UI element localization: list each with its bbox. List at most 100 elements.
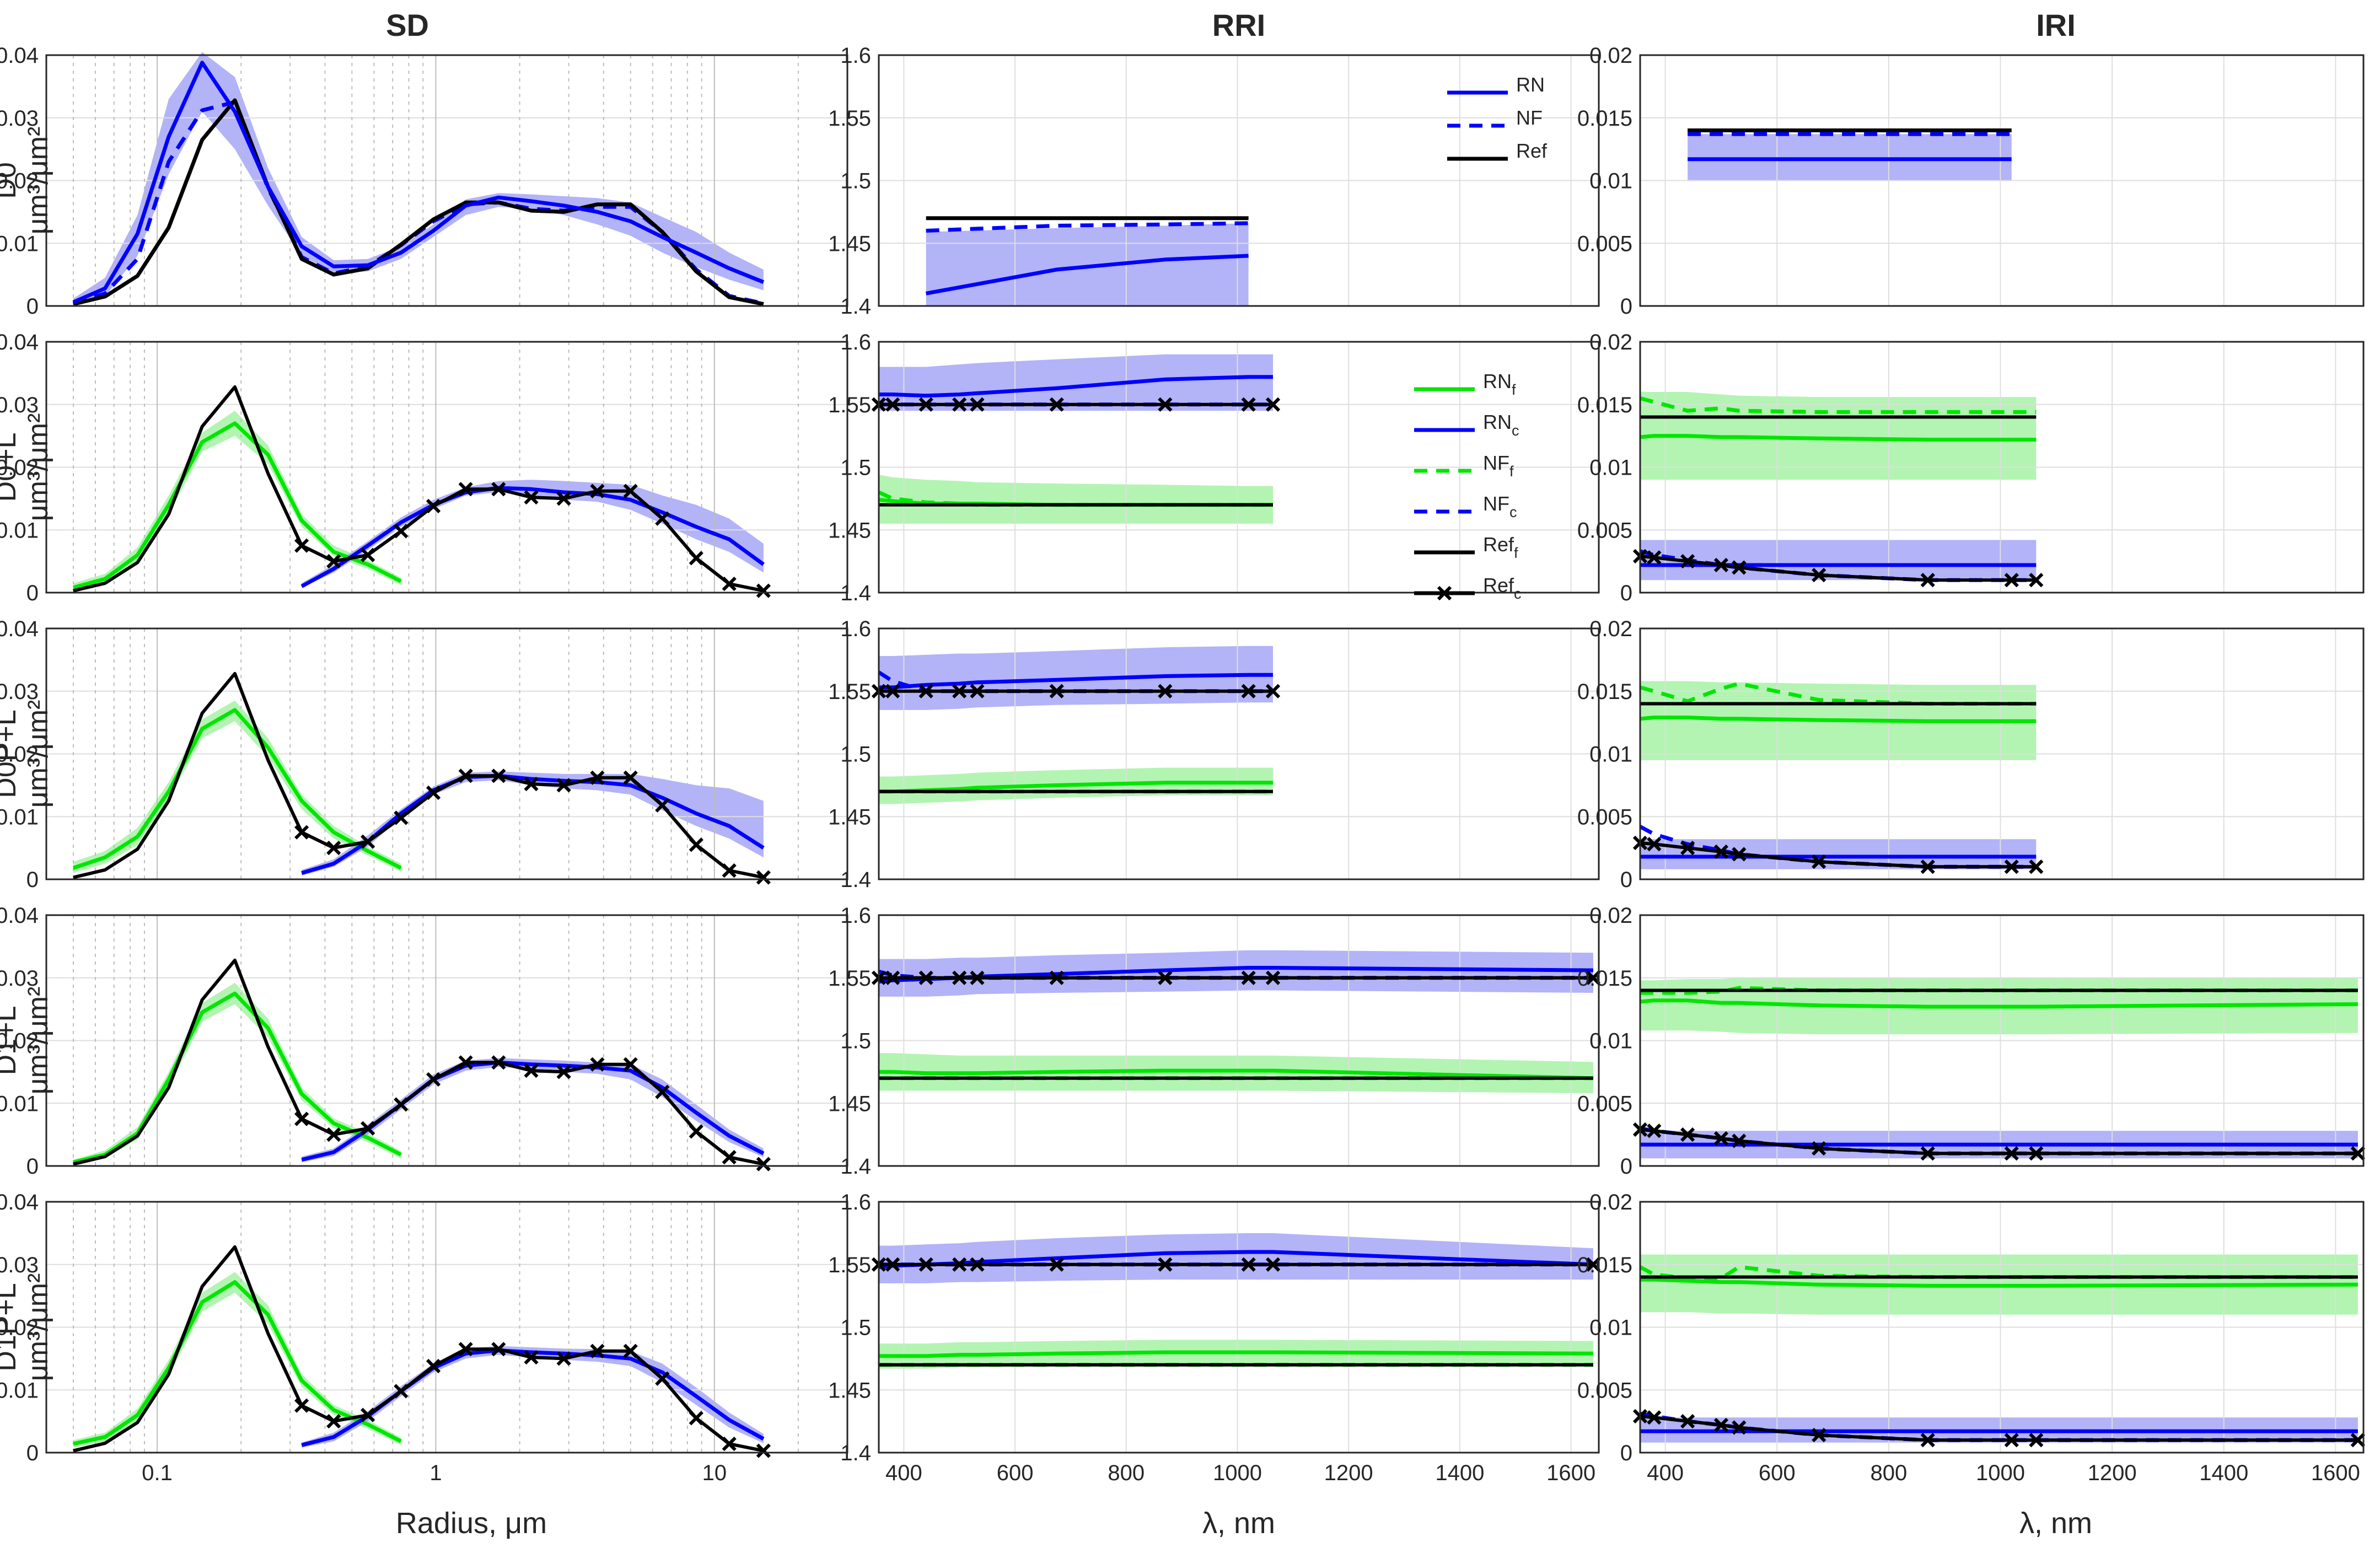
iri-row2-ref-coarse-marker [1647, 837, 1662, 852]
rri-row3-ref-coarse-markers [871, 970, 1601, 985]
iri-row2-nf-coarse-line [1639, 825, 2037, 869]
rri-row4-ytick: 1.5 [840, 1316, 871, 1340]
sd-row4-ref-coarse-marker [360, 1407, 375, 1422]
sd-row3-ytick: 0.01 [0, 1092, 39, 1116]
rri-row3-ref-coarse-marker [1241, 970, 1256, 985]
rri-row1-ref-coarse-marker [1049, 397, 1064, 412]
sd-row2-ref-coarse-marker [426, 785, 441, 800]
legend-d0: RN NF Ref [1447, 73, 1548, 162]
iri-row3-ref-coarse-marker [1812, 1141, 1826, 1156]
rri-row1-frame [878, 341, 1600, 594]
sd-row3-ref-coarse-marker [426, 1072, 441, 1087]
sd-row3-frame [45, 914, 848, 1167]
iri-row3-ytick: 0.01 [1589, 1029, 1632, 1054]
legend-modes-label: NFc [1483, 492, 1517, 520]
iri-row4-ref-coarse-marker [1732, 1420, 1747, 1435]
sd-row4-ref-coarse-marker [491, 1342, 506, 1357]
sd-row1-ref-coarse-marker [326, 554, 341, 569]
rri-row4-ref-coarse-marker [918, 1257, 933, 1272]
iri-row4-ref-coarse-marker [2004, 1433, 2019, 1448]
sd-row2-ref-coarse-marker [689, 837, 703, 852]
sd-row3-ref-coarse-marker [590, 1057, 605, 1072]
sd-row1-ref-coarse-marker [556, 491, 571, 506]
iri-row4-ytick: 0 [1620, 1441, 1632, 1465]
iri-row3-ytick: 0.015 [1577, 966, 1632, 991]
row-label-3: D1+L μm³/μm² [0, 987, 54, 1095]
sd-row4-coarse-band [302, 1346, 764, 1448]
sd-row3-ref-coarse-marker [623, 1057, 638, 1072]
rri-row0-ytick: 1.5 [840, 169, 871, 194]
row-label-1: D0+L μm³/μm² [0, 413, 54, 522]
rri-row4-xtick: 600 [997, 1461, 1034, 1485]
rri-row2-ref-coarse-marker [952, 684, 967, 698]
iri-row4-ytick: 0.015 [1577, 1253, 1632, 1277]
iri-row4-ref-coarse-marker [1647, 1410, 1662, 1425]
iri-row2-frame [1639, 627, 2365, 880]
sd-row0-ytick: 0.02 [0, 169, 39, 194]
sd-ylabel: μm³/μm² [22, 127, 54, 235]
iri-row2-ref-coarse-marker [1713, 844, 1729, 859]
rri-row3-ytick: 1.6 [840, 904, 871, 928]
sd-row4-ref-coarse-marker [590, 1343, 605, 1358]
iri-row1-rn-fine-line [1640, 434, 2037, 442]
rri-row2-frame [878, 627, 1600, 880]
iri-row0-ytick: 0 [1620, 294, 1632, 319]
iri-row0-ytick: 0.005 [1577, 232, 1632, 256]
row-label-text: D1P+L [0, 1283, 22, 1371]
sd-row1-ref-coarse-marker [491, 482, 506, 497]
rri-row1-ytick: 1.4 [840, 581, 871, 605]
rri-row4-ytick: 1.45 [828, 1378, 871, 1402]
iri-row1-ref-coarse-markers [1632, 549, 2044, 588]
iri-row4-ref-coarse-marker [1812, 1428, 1826, 1443]
rri-row3-ytick: 1.45 [828, 1092, 871, 1116]
rri-row0-nf-line [926, 221, 1249, 233]
sd-row4-ref-coarse-marker [556, 1351, 571, 1366]
sd-row4-ytick: 0.03 [0, 1253, 39, 1277]
iri-row1-ref-coarse-marker [1812, 568, 1826, 583]
iri-row1-frame [1639, 341, 2365, 594]
rri-row0-rn-line [926, 254, 1249, 295]
sd-row1-ref-coarse-marker [689, 551, 703, 566]
sd-row0-ytick: 0.03 [0, 106, 39, 131]
rri-row3-coarse-band [879, 950, 1593, 997]
sd-row1-frame [45, 341, 848, 594]
sd-row2-ref-coarse-marker [655, 798, 670, 813]
legend-d0-label: RN [1516, 73, 1545, 96]
sd-row2-ref-coarse-marker [360, 834, 375, 849]
iri-row0-frame [1639, 54, 2365, 307]
sd-row2-ytick: 0.01 [0, 805, 39, 829]
rri-row2-ref-coarse-marker [1158, 684, 1173, 698]
row-label-text: D0+L [0, 433, 22, 502]
iri-row3-ref-coarse-marker [2350, 1146, 2365, 1161]
sd-row0-rn-band [73, 52, 764, 305]
rri-row3-ref-coarse-marker [970, 970, 985, 985]
sd-row4-ytick: 0.04 [0, 1190, 39, 1214]
rri-row4-ytick: 1.6 [840, 1190, 871, 1214]
sd-row2-ref-coarse-markers [294, 768, 771, 885]
row-label-0: D0 μm³/μm² [0, 127, 54, 235]
legend-modes-label: Reff [1483, 533, 1518, 561]
rri-row4-rn-fine-line [879, 1350, 1593, 1358]
rri-row1-ref-coarse-marker [885, 397, 900, 412]
rri-row1-ref-coarse-marker [1158, 397, 1173, 412]
sd-row3-ref-coarse-marker [756, 1157, 771, 1171]
sd-row2-ref-coarse-marker [294, 825, 309, 840]
rri-row3-frame [878, 914, 1600, 1167]
sd-row4-ref-coarse-marker [394, 1384, 409, 1399]
rri-row4-ytick: 1.55 [828, 1253, 871, 1277]
iri-row3-ref-coarse-marker [1920, 1146, 1935, 1161]
iri-row3-ref-coarse-marker [1680, 1127, 1695, 1142]
sd-row2-ref-coarse-marker [556, 778, 571, 793]
sd-row3-ref-coarse-marker [294, 1111, 309, 1126]
sd-row1-ref-coarse-marker [394, 524, 409, 539]
iri-row4-xtick: 1600 [2311, 1461, 2360, 1485]
sd-row4-ref-coarse-marker [294, 1398, 309, 1413]
sd-row1-ytick: 0.03 [0, 393, 39, 417]
iri-row4-ref-coarse-marker [1920, 1433, 1935, 1448]
sd-row0-ytick: 0 [26, 294, 39, 319]
iri-row3-ref-coarse-line [1640, 1128, 2358, 1155]
rri-row3-ref-coarse-marker [1049, 970, 1064, 985]
rri-row2-ref-coarse-marker [918, 684, 933, 698]
sd-row1-ref-coarse-marker [722, 576, 737, 592]
rri-row0-frame [878, 54, 1600, 307]
